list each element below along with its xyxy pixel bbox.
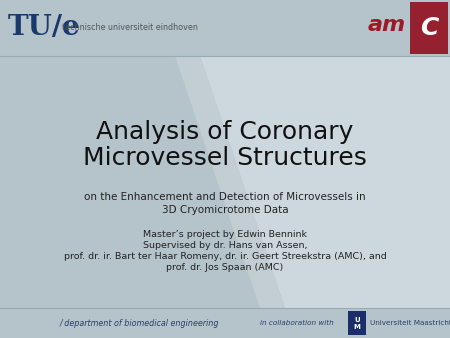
Bar [348, 311, 366, 335]
Text: Supervised by dr. Hans van Assen,: Supervised by dr. Hans van Assen, [143, 241, 307, 250]
Text: technische universiteit eindhoven: technische universiteit eindhoven [62, 23, 198, 32]
Bar [0, 0, 450, 56]
Text: prof. dr. ir. Bart ter Haar Romeny, dr. ir. Geert Streekstra (AMC), and: prof. dr. ir. Bart ter Haar Romeny, dr. … [63, 252, 387, 261]
Bar [0, 308, 450, 338]
Text: Microvessel Structures: Microvessel Structures [83, 146, 367, 170]
Text: Universiteit Maastricht: Universiteit Maastricht [370, 320, 450, 326]
Text: TU/e: TU/e [8, 15, 81, 41]
Polygon shape [175, 56, 285, 308]
Text: in collaboration with: in collaboration with [260, 320, 334, 326]
Bar [410, 2, 448, 54]
Text: on the Enhancement and Detection of Microvessels in: on the Enhancement and Detection of Micr… [84, 192, 366, 201]
Text: prof. dr. Jos Spaan (AMC): prof. dr. Jos Spaan (AMC) [166, 263, 284, 272]
Text: C: C [421, 16, 439, 40]
Text: Analysis of Coronary: Analysis of Coronary [96, 120, 354, 144]
Text: U: U [354, 317, 360, 323]
Text: 3D Cryomicrotome Data: 3D Cryomicrotome Data [162, 204, 288, 215]
Text: M: M [354, 324, 360, 330]
Polygon shape [200, 56, 450, 308]
Text: / department of biomedical engineering: / department of biomedical engineering [60, 319, 220, 328]
Text: Master’s project by Edwin Bennink: Master’s project by Edwin Bennink [143, 230, 307, 239]
Text: am: am [368, 15, 406, 35]
